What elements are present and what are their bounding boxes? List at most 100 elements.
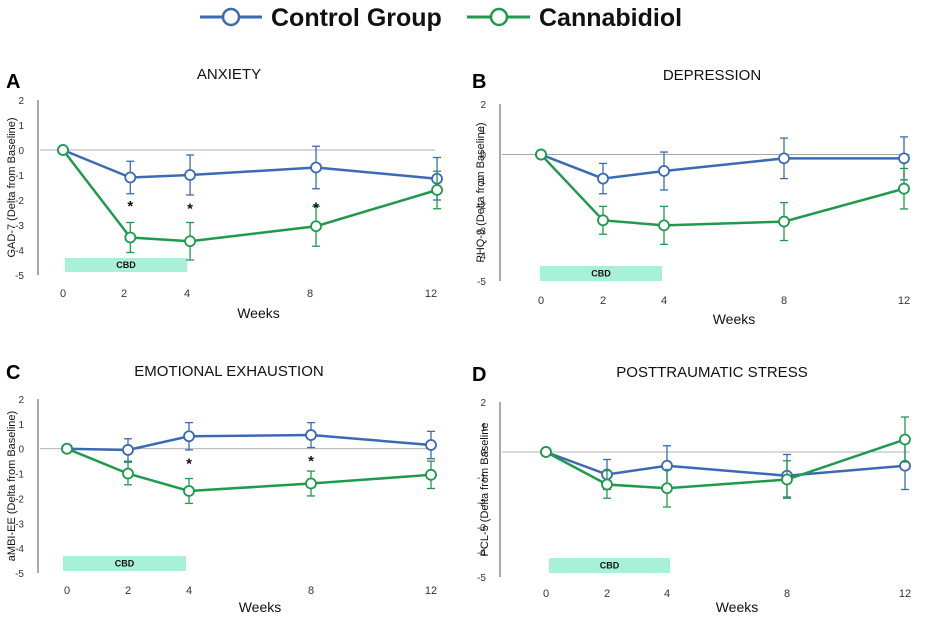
y-tick-a: -4 bbox=[15, 246, 24, 257]
y-tick-c: -3 bbox=[15, 519, 24, 530]
panel-letter-a: A bbox=[6, 71, 20, 93]
data-point-control-group-a bbox=[184, 169, 196, 181]
series-line-control-group-c bbox=[66, 433, 432, 452]
y-tick-a: -2 bbox=[15, 196, 24, 207]
data-point-cannabidiol-b bbox=[898, 182, 910, 195]
y-tick-c: -1 bbox=[15, 470, 24, 481]
panel-a: A ANXIETY 2 1 0 -1 -2 -3 -4 -5 GAD-7 (Delta from B… bbox=[6, 66, 443, 321]
x-tick-a: 0 bbox=[60, 288, 66, 300]
x-tick-d: 12 bbox=[899, 588, 911, 600]
x-tick-b: 8 bbox=[781, 295, 787, 307]
y-tick-d: 1 bbox=[480, 423, 486, 434]
data-point-cannabidiol-a bbox=[431, 184, 443, 196]
cbd-bar-c bbox=[63, 556, 186, 571]
x-tick-d: 4 bbox=[664, 588, 670, 600]
series-line-cannabidiol-a bbox=[62, 149, 438, 243]
y-tick-b: -4 bbox=[477, 252, 486, 263]
x-tick-c: 0 bbox=[64, 585, 70, 597]
x-tick-c: 12 bbox=[425, 585, 437, 597]
significance-star-c: * bbox=[186, 455, 192, 472]
x-axis-label-d: Weeks bbox=[716, 599, 759, 615]
x-tick-b: 4 bbox=[661, 295, 667, 307]
data-point-control-group-b bbox=[898, 152, 910, 165]
x-axis-label-c: Weeks bbox=[239, 599, 282, 615]
legend: Control Group Cannabidiol bbox=[200, 4, 682, 32]
cbd-bar-a bbox=[65, 258, 187, 272]
data-point-cannabidiol-b bbox=[535, 148, 547, 161]
data-point-control-group-c bbox=[183, 430, 195, 443]
x-tick-c: 4 bbox=[186, 585, 192, 597]
y-axis-label-d: PCL-5 (Delta from Baseline bbox=[479, 423, 491, 557]
x-tick-d: 0 bbox=[543, 588, 549, 600]
significance-star-c: * bbox=[308, 453, 314, 470]
panel-d: D POSTTRAUMATIC STRESS 2 1 0 -1 -2 -3 -4 -5 PCL-5 … bbox=[472, 364, 911, 615]
cbd-bar-label-b: CBD bbox=[591, 269, 611, 279]
y-tick-b: 2 bbox=[480, 100, 486, 111]
y-tick-c: -2 bbox=[15, 494, 24, 505]
x-tick-d: 2 bbox=[604, 588, 610, 600]
data-point-cannabidiol-a bbox=[310, 220, 322, 233]
y-tick-b: -5 bbox=[477, 277, 486, 288]
cbd-bar-b bbox=[540, 266, 662, 281]
data-point-cannabidiol-d bbox=[540, 446, 552, 458]
series-line-control-group-a bbox=[62, 148, 438, 180]
data-point-cannabidiol-d bbox=[899, 433, 911, 446]
data-point-cannabidiol-c bbox=[425, 468, 437, 481]
series-line-cannabidiol-d bbox=[545, 438, 906, 490]
data-point-cannabidiol-c bbox=[305, 477, 317, 490]
x-axis-label-a: Weeks bbox=[237, 305, 280, 321]
x-axis-label-b: Weeks bbox=[713, 311, 756, 327]
y-tick-c: -5 bbox=[15, 569, 24, 580]
data-point-cannabidiol-d bbox=[661, 482, 673, 495]
legend-marker-control-group bbox=[221, 7, 241, 27]
data-point-cannabidiol-b bbox=[597, 214, 609, 227]
x-tick-a: 2 bbox=[121, 288, 127, 300]
significance-star-a: * bbox=[313, 199, 319, 216]
y-tick-a: -1 bbox=[15, 171, 24, 182]
y-tick-d: -5 bbox=[477, 573, 486, 584]
data-point-control-group-b bbox=[658, 165, 670, 177]
y-tick-a: 1 bbox=[18, 121, 24, 132]
series-line-cannabidiol-c bbox=[66, 447, 432, 493]
y-tick-c: -4 bbox=[15, 544, 24, 555]
data-point-control-group-a bbox=[124, 171, 137, 184]
y-tick-c: 2 bbox=[18, 395, 24, 406]
panel-title-a: ANXIETY bbox=[197, 66, 261, 83]
data-point-control-group-c bbox=[122, 444, 134, 456]
x-tick-a: 4 bbox=[184, 288, 190, 300]
y-tick-a: -5 bbox=[15, 271, 24, 282]
y-tick-b: -3 bbox=[477, 226, 486, 237]
y-tick-d: -3 bbox=[477, 523, 486, 534]
data-point-cannabidiol-c bbox=[183, 485, 195, 497]
legend-label-control-group: Control Group bbox=[271, 4, 442, 32]
data-point-cannabidiol-a bbox=[184, 235, 196, 248]
panel-title-d: POSTTRAUMATIC STRESS bbox=[616, 364, 807, 381]
legend-label-cannabidiol: Cannabidiol bbox=[539, 4, 682, 32]
y-tick-a: -3 bbox=[15, 221, 24, 232]
panel-letter-b: B bbox=[472, 71, 486, 93]
y-tick-d: 2 bbox=[480, 398, 486, 409]
y-tick-d: 0 bbox=[480, 448, 486, 459]
y-tick-c: 0 bbox=[18, 445, 24, 456]
y-tick-d: -1 bbox=[477, 473, 486, 484]
y-tick-a: 2 bbox=[18, 96, 24, 107]
significance-star-a: * bbox=[187, 201, 193, 218]
y-tick-b: -2 bbox=[477, 201, 486, 212]
panel-c: C EMOTIONAL EXHAUSTION 2 1 0 -1 -2 -3 -4 -5 aMBI-E… bbox=[6, 362, 437, 615]
significance-star-a: * bbox=[127, 198, 133, 215]
data-point-cannabidiol-b bbox=[778, 215, 790, 228]
panel-b: B DEPRESSION 2 1 0 -1 -2 -3 -4 -5 PHQ-9 (Delta fro… bbox=[472, 67, 910, 327]
cbd-bar-label-d: CBD bbox=[600, 561, 620, 571]
series-line-control-group-d bbox=[545, 450, 906, 478]
cbd-bar-label-c: CBD bbox=[115, 559, 135, 569]
panel-title-b: DEPRESSION bbox=[663, 67, 761, 84]
y-axis-label-b: PHQ-9 (Delta from Baseline) bbox=[475, 123, 487, 263]
series-line-control-group-b bbox=[540, 153, 904, 180]
cbd-bar-label-a: CBD bbox=[116, 260, 136, 270]
panel-letter-c: C bbox=[6, 362, 20, 384]
data-point-cannabidiol-d bbox=[781, 473, 793, 486]
x-tick-d: 8 bbox=[784, 588, 790, 600]
y-tick-b: -1 bbox=[477, 176, 486, 187]
cbd-bar-d bbox=[549, 558, 670, 573]
